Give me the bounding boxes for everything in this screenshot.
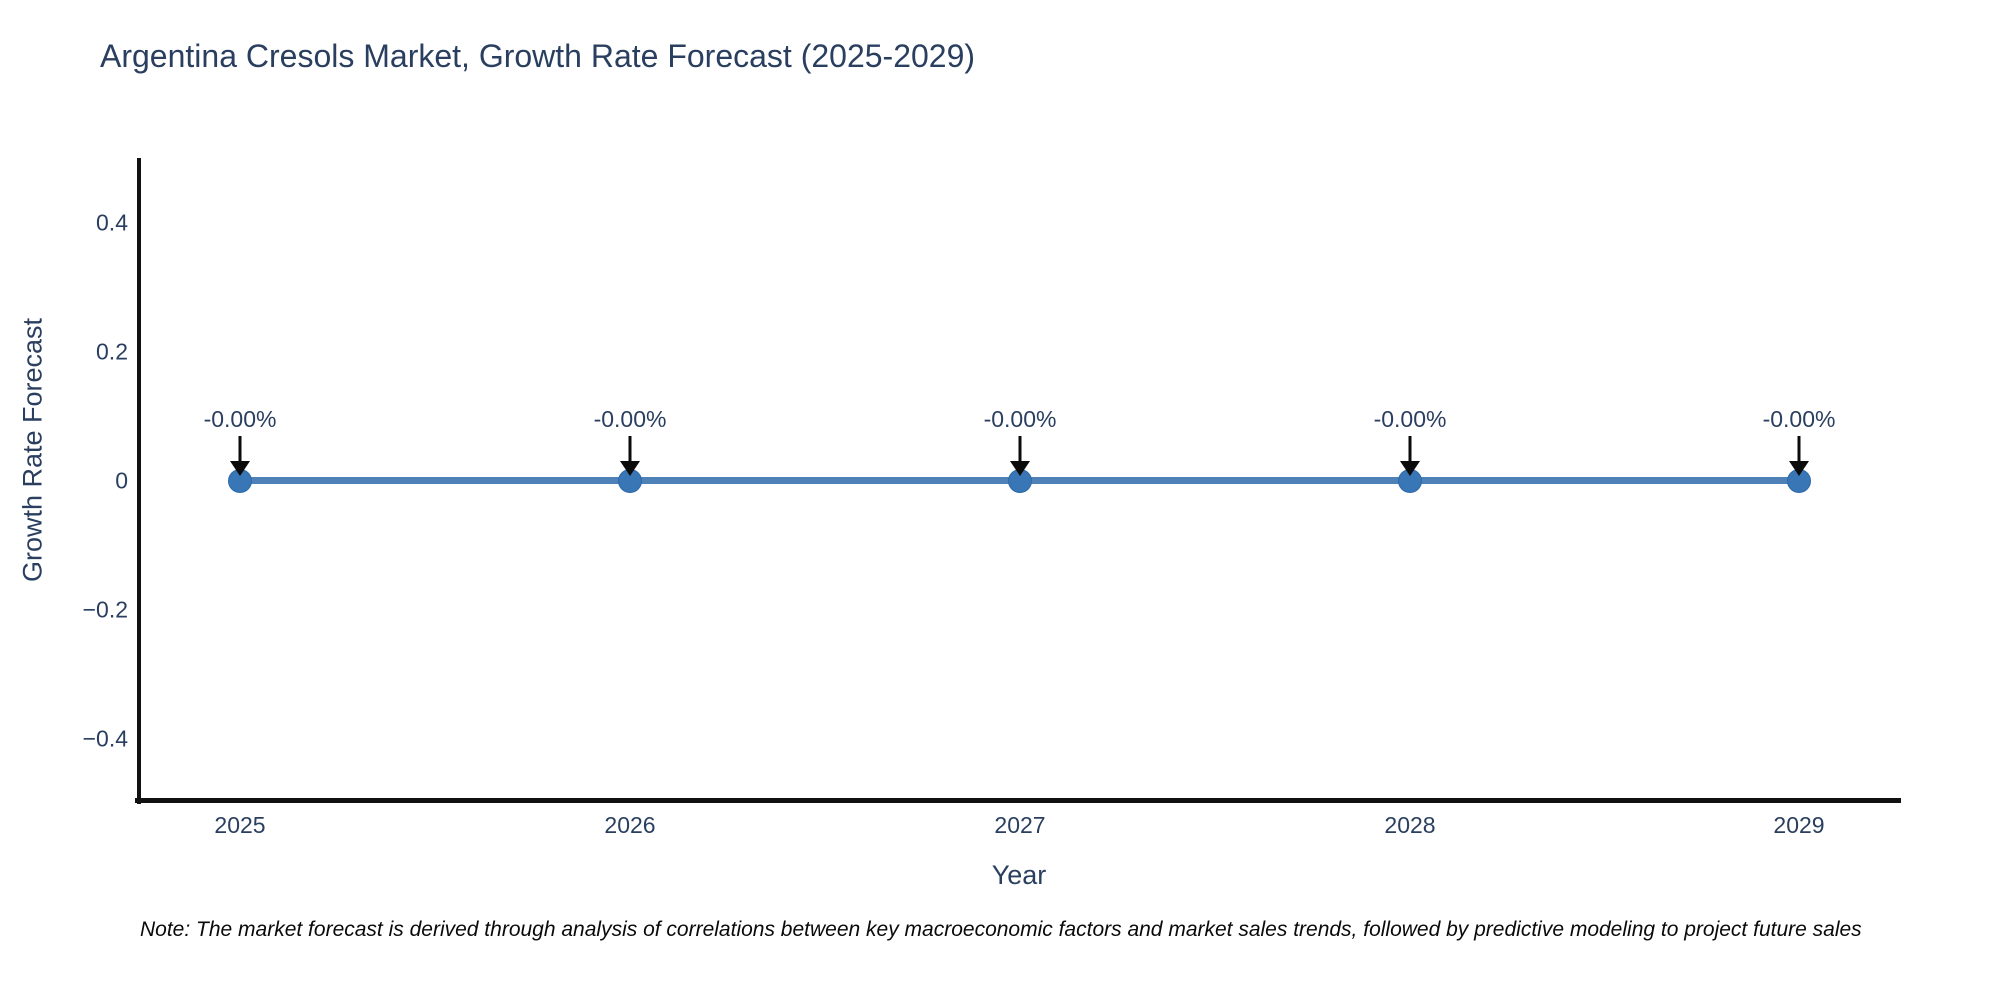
annotation-arrow-head-2028 <box>1400 461 1420 476</box>
annotation-arrow-head-2026 <box>620 461 640 476</box>
x-tick-2029: 2029 <box>1773 812 1825 838</box>
annotation-label-2025: -0.00% <box>203 406 277 432</box>
footnote: Note: The market forecast is derived thr… <box>140 918 1862 941</box>
y-tick-0.4: 0.4 <box>96 209 128 236</box>
annotation-arrow-head-2027 <box>1010 461 1030 476</box>
annotation-arrow-shaft-2025 <box>238 436 242 463</box>
x-axis-title: Year <box>991 860 1047 890</box>
y-axis-line <box>137 158 141 804</box>
annotation-arrow-shaft-2026 <box>628 436 632 463</box>
annotation-label-2028: -0.00% <box>1373 406 1447 432</box>
y-tick-neg0.4: −0.4 <box>82 725 128 752</box>
y-tick-0.2: 0.2 <box>96 338 128 365</box>
annotation-arrow-shaft-2028 <box>1408 436 1412 463</box>
annotation-label-2026: -0.00% <box>593 406 667 432</box>
annotation-arrow-shaft-2029 <box>1797 436 1801 463</box>
annotation-label-2027: -0.00% <box>983 406 1057 432</box>
x-tick-2027: 2027 <box>994 812 1046 838</box>
annotation-arrow-head-2029 <box>1789 461 1809 476</box>
annotation-arrow-head-2025 <box>230 461 250 476</box>
y-tick-neg0.2: −0.2 <box>82 596 128 623</box>
annotation-arrow-shaft-2027 <box>1018 436 1022 463</box>
chart-title: Argentina Cresols Market, Growth Rate Fo… <box>100 38 976 74</box>
annotation-label-2029: -0.00% <box>1762 406 1836 432</box>
x-tick-2028: 2028 <box>1384 812 1436 838</box>
x-axis-line <box>135 798 1901 803</box>
x-tick-2025: 2025 <box>214 812 266 838</box>
x-tick-2026: 2026 <box>604 812 656 838</box>
y-tick-0: 0 <box>115 467 128 494</box>
